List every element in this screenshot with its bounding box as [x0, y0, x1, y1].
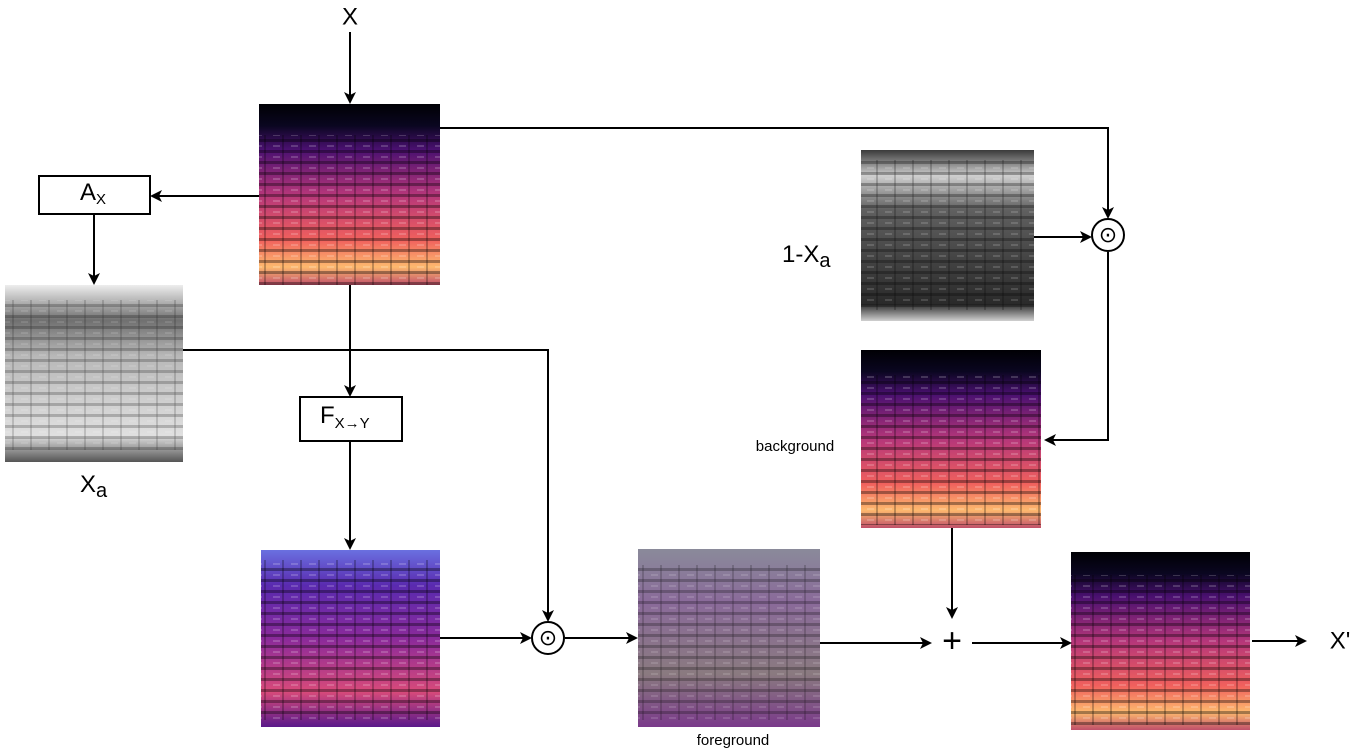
label-sub: a	[819, 250, 831, 272]
generator-label: FX→Y	[320, 402, 370, 432]
plus-sign: +	[942, 622, 962, 660]
product-sign: ⊙	[539, 625, 557, 650]
attention-label: AX	[80, 179, 106, 208]
background-label: background	[756, 438, 834, 455]
attention-map-image	[5, 285, 183, 462]
product-circle	[1091, 218, 1125, 252]
input-label: X	[342, 3, 358, 30]
label-main: F	[320, 402, 335, 429]
label-main: 1-X	[782, 241, 819, 268]
spectrogram-x	[259, 104, 440, 285]
product-circle	[531, 621, 565, 655]
label-sub: a	[96, 480, 108, 502]
inverse-map-image	[861, 150, 1034, 321]
foreground-image	[638, 549, 820, 727]
label-main: X	[80, 471, 96, 498]
output-label: X'	[1330, 627, 1351, 654]
foreground-label: foreground	[697, 732, 770, 749]
attention-map-label: Xa	[80, 471, 108, 502]
arrows	[88, 32, 1307, 649]
label-sub: X→Y	[335, 415, 370, 432]
background-image	[861, 350, 1041, 528]
output-image	[1071, 552, 1250, 730]
product-sign: ⊙	[1099, 222, 1117, 247]
inverse-map-label: 1-Xa	[782, 241, 831, 272]
label-main: A	[80, 179, 96, 206]
generated-spectrogram	[261, 550, 440, 727]
label-sub: X	[96, 191, 106, 208]
